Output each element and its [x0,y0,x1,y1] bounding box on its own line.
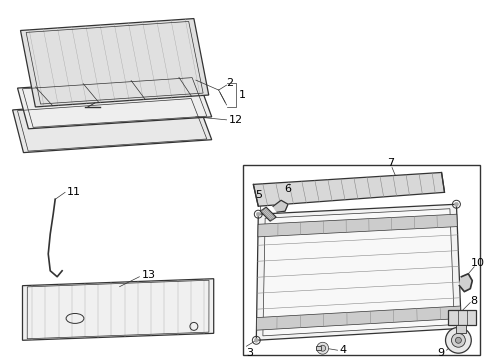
Circle shape [454,337,461,343]
Text: 9: 9 [437,348,444,358]
Circle shape [316,342,328,354]
Circle shape [254,338,258,342]
Text: 3: 3 [246,348,253,358]
Polygon shape [20,19,208,107]
Text: 11: 11 [67,187,81,197]
Text: 2: 2 [226,78,233,88]
Polygon shape [260,207,276,221]
Polygon shape [256,204,461,340]
Bar [455,325,466,333]
Circle shape [450,333,465,347]
Polygon shape [257,214,456,237]
Text: 6: 6 [284,184,290,194]
Bar [315,346,320,350]
Polygon shape [256,306,460,330]
Text: 8: 8 [469,296,476,306]
Text: 5: 5 [255,190,262,200]
Circle shape [445,327,470,353]
Text: 12: 12 [228,115,242,125]
Polygon shape [273,200,287,212]
Circle shape [453,202,457,206]
Text: 13: 13 [141,270,155,280]
Circle shape [319,345,325,351]
Text: 1: 1 [238,90,245,100]
Circle shape [458,327,463,330]
Polygon shape [22,279,213,340]
Circle shape [256,212,260,216]
Text: 10: 10 [470,258,484,268]
Bar [447,310,475,325]
Polygon shape [18,76,211,129]
Text: 7: 7 [386,158,393,167]
Polygon shape [253,172,444,206]
Bar [243,165,479,355]
Polygon shape [458,274,471,292]
Polygon shape [263,209,453,336]
Text: 4: 4 [339,345,346,355]
Polygon shape [13,97,211,153]
